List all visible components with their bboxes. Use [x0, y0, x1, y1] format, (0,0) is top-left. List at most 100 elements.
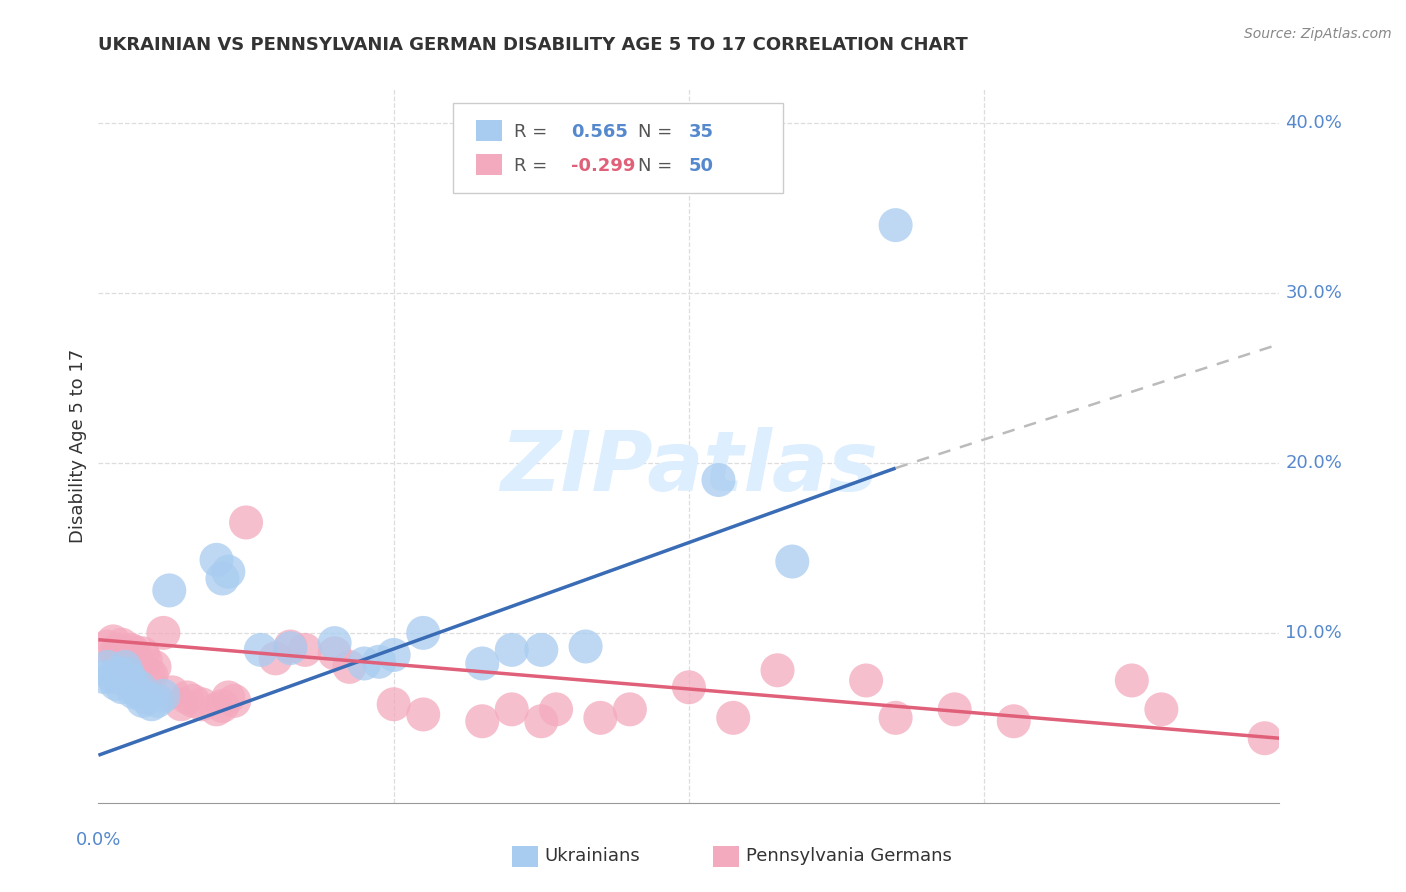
Point [132, 646, 155, 660]
Point [181, 694, 204, 708]
Point [128, 660, 150, 674]
Point [191, 698, 214, 712]
Point [1121, 673, 1143, 688]
Text: 0.565: 0.565 [571, 123, 627, 141]
Point [205, 702, 228, 716]
Point [250, 643, 273, 657]
Point [143, 660, 166, 674]
Point [544, 702, 567, 716]
Point [217, 690, 239, 705]
FancyBboxPatch shape [512, 846, 537, 867]
Text: N =: N = [638, 123, 678, 141]
Text: R =: R = [515, 157, 553, 175]
Point [152, 689, 174, 703]
Point [382, 698, 405, 712]
Point [1002, 714, 1025, 729]
Point [122, 685, 145, 699]
Point [108, 643, 131, 657]
Point [93, 670, 115, 684]
Point [120, 643, 142, 657]
Text: 40.0%: 40.0% [1285, 114, 1343, 132]
Text: -0.299: -0.299 [571, 157, 636, 175]
Point [471, 657, 494, 671]
Point [96, 640, 118, 654]
Point [707, 473, 730, 487]
Point [471, 714, 494, 729]
Point [141, 668, 163, 682]
Point [211, 698, 233, 713]
Point [205, 553, 228, 567]
FancyBboxPatch shape [453, 103, 783, 193]
Point [125, 651, 148, 665]
Point [884, 218, 907, 232]
Point [135, 653, 157, 667]
Point [132, 694, 155, 708]
Point [103, 670, 125, 684]
Point [105, 646, 128, 660]
Point [574, 640, 596, 654]
Point [217, 565, 239, 579]
Point [125, 683, 148, 698]
Point [721, 711, 744, 725]
Point [103, 634, 125, 648]
Point [353, 657, 375, 671]
Text: 35: 35 [689, 123, 714, 141]
Text: Source: ZipAtlas.com: Source: ZipAtlas.com [1244, 27, 1392, 41]
Point [96, 660, 118, 674]
Point [323, 646, 346, 660]
Point [530, 714, 553, 729]
Text: R =: R = [515, 123, 553, 141]
Point [884, 711, 907, 725]
Point [111, 638, 134, 652]
Point [323, 636, 346, 650]
Text: 0.0%: 0.0% [76, 831, 121, 849]
Point [1150, 702, 1173, 716]
Text: 20.0%: 20.0% [1285, 454, 1343, 472]
Point [337, 660, 360, 674]
Point [501, 643, 523, 657]
Point [162, 685, 183, 699]
Point [122, 644, 145, 658]
Text: N =: N = [638, 157, 678, 175]
Point [105, 677, 128, 691]
Point [782, 555, 804, 569]
Point [224, 694, 246, 708]
Point [108, 666, 131, 681]
Point [117, 657, 139, 671]
Point [117, 666, 139, 681]
Text: ZIPatlas: ZIPatlas [501, 427, 877, 508]
Text: 50: 50 [689, 157, 714, 175]
FancyBboxPatch shape [477, 153, 502, 175]
Point [278, 641, 302, 656]
Point [294, 643, 316, 657]
Point [111, 680, 134, 694]
Point [678, 680, 700, 694]
Point [278, 640, 302, 654]
Point [157, 583, 180, 598]
Point [855, 673, 877, 688]
Point [141, 698, 163, 712]
Text: Ukrainians: Ukrainians [546, 847, 641, 865]
Point [619, 702, 641, 716]
Point [146, 694, 169, 708]
Point [170, 698, 193, 712]
Point [176, 690, 198, 705]
FancyBboxPatch shape [713, 846, 738, 867]
Y-axis label: Disability Age 5 to 17: Disability Age 5 to 17 [69, 349, 87, 543]
Point [766, 663, 789, 677]
Point [382, 648, 405, 662]
Point [530, 643, 553, 657]
Point [120, 673, 142, 688]
Point [943, 702, 966, 716]
FancyBboxPatch shape [477, 120, 502, 141]
Point [211, 572, 233, 586]
Point [412, 707, 434, 722]
Point [589, 711, 612, 725]
Point [135, 690, 157, 705]
Point [128, 680, 150, 694]
Point [114, 660, 136, 674]
Point [1254, 731, 1277, 746]
Point [138, 666, 160, 681]
Point [412, 626, 434, 640]
Text: 10.0%: 10.0% [1285, 624, 1343, 642]
